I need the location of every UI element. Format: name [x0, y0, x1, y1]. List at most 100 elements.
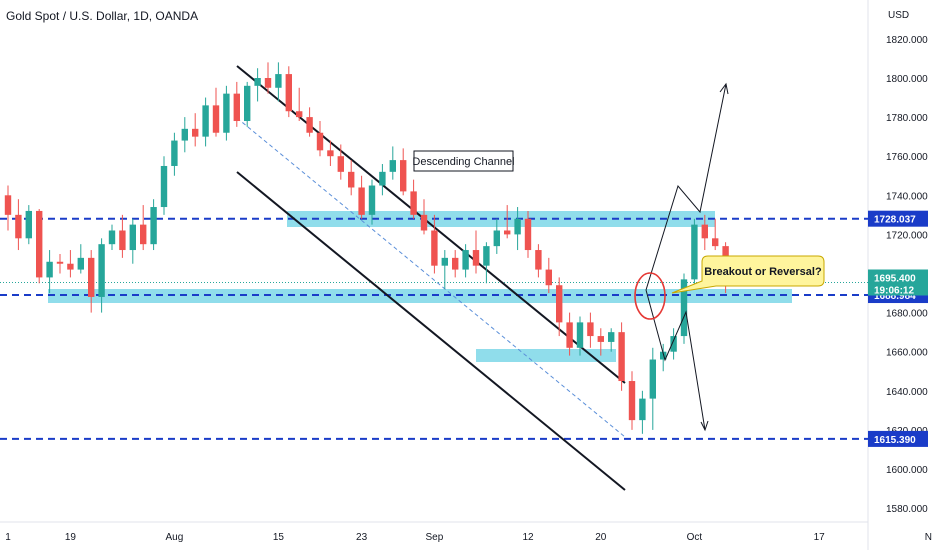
candle[interactable]: [36, 210, 43, 278]
mid-support-zone[interactable]: [476, 349, 616, 362]
candle[interactable]: [535, 250, 542, 270]
bullish-arrow-head: [719, 82, 729, 95]
candle[interactable]: [4, 195, 12, 215]
candle[interactable]: [223, 93, 230, 133]
bearish-projection-path[interactable]: [645, 289, 706, 431]
candle[interactable]: [514, 218, 521, 235]
candle[interactable]: [67, 263, 74, 270]
candle[interactable]: [389, 160, 396, 172]
candle[interactable]: [233, 93, 240, 122]
level-price-tag-text: 1728.037: [874, 215, 916, 226]
y-tick-label: 1820.000: [886, 35, 928, 46]
candle[interactable]: [379, 171, 386, 186]
y-tick-label: 1660.000: [886, 348, 928, 359]
candle[interactable]: [493, 230, 500, 247]
level-price-tag-text: 1688.984: [874, 291, 916, 302]
x-tick-label: Aug: [166, 532, 184, 543]
candle[interactable]: [680, 279, 688, 337]
level-price-tag: [868, 430, 928, 447]
candle[interactable]: [285, 74, 292, 112]
channel-upper-line[interactable]: [236, 65, 626, 384]
candle[interactable]: [25, 210, 32, 239]
candle[interactable]: [566, 322, 573, 348]
candle[interactable]: [98, 244, 105, 297]
candle[interactable]: [119, 230, 126, 251]
candle[interactable]: [15, 214, 22, 239]
candle[interactable]: [171, 140, 178, 166]
candle[interactable]: [462, 250, 469, 270]
candle[interactable]: [46, 261, 53, 278]
callout-bubble[interactable]: [671, 255, 825, 294]
candle[interactable]: [88, 257, 95, 297]
candle[interactable]: [431, 230, 438, 266]
candle[interactable]: [597, 336, 604, 342]
candle[interactable]: [504, 230, 511, 235]
candle[interactable]: [524, 218, 532, 251]
candle[interactable]: [400, 160, 407, 192]
bullish-projection-path[interactable]: [645, 83, 727, 291]
candle[interactable]: [608, 332, 615, 342]
candle[interactable]: [140, 224, 147, 245]
candle[interactable]: [264, 78, 272, 88]
x-tick-label: 17: [814, 532, 826, 543]
candle[interactable]: [181, 128, 188, 141]
channel-label-box[interactable]: [413, 150, 514, 172]
chart-title: Gold Spot / U.S. Dollar, 1D, OANDA: [6, 9, 199, 23]
candle[interactable]: [275, 74, 282, 88]
candle[interactable]: [327, 150, 334, 157]
level-price-tag-text: 1615.390: [874, 435, 916, 446]
candle[interactable]: [368, 185, 376, 215]
candle[interactable]: [192, 128, 199, 137]
candle[interactable]: [701, 224, 708, 239]
candle[interactable]: [472, 250, 480, 266]
candle[interactable]: [587, 322, 594, 337]
candle[interactable]: [108, 230, 116, 245]
candle[interactable]: [639, 398, 646, 421]
y-tick-label: 1780.000: [886, 113, 928, 124]
current-price-tag-text: 1695.400: [874, 273, 916, 284]
candle[interactable]: [649, 359, 656, 399]
resistance-zone[interactable]: [287, 211, 715, 227]
candle[interactable]: [296, 111, 303, 118]
candle[interactable]: [244, 85, 251, 122]
candle[interactable]: [452, 257, 459, 270]
candle[interactable]: [212, 105, 220, 133]
x-tick-label: 20: [595, 532, 607, 543]
candle[interactable]: [618, 332, 625, 382]
current-price-tag: [868, 269, 928, 296]
x-tick-label: Nov: [925, 532, 932, 543]
channel-label-text: Descending Channel: [412, 156, 514, 168]
highlight-circle[interactable]: [634, 272, 666, 320]
candle[interactable]: [556, 285, 563, 323]
candle[interactable]: [660, 351, 667, 360]
candle[interactable]: [691, 224, 698, 280]
candle[interactable]: [129, 224, 136, 251]
candle[interactable]: [316, 132, 324, 151]
y-tick-label: 1680.000: [886, 309, 928, 320]
candle[interactable]: [420, 214, 428, 231]
candle[interactable]: [441, 257, 448, 266]
candle[interactable]: [202, 105, 209, 137]
channel-lower-line[interactable]: [236, 171, 626, 491]
x-tick-label: 19: [65, 532, 77, 543]
candle[interactable]: [306, 117, 313, 133]
candle[interactable]: [628, 381, 636, 421]
candle[interactable]: [545, 269, 552, 286]
candle[interactable]: [337, 156, 344, 172]
candle[interactable]: [56, 261, 64, 264]
y-tick-label: 1640.000: [886, 387, 928, 398]
candle[interactable]: [150, 207, 157, 245]
candle[interactable]: [576, 322, 584, 348]
candle[interactable]: [358, 187, 365, 215]
candle[interactable]: [77, 257, 84, 270]
level-price-tag: [868, 210, 928, 227]
candle[interactable]: [483, 246, 490, 266]
candle[interactable]: [160, 165, 168, 208]
candle[interactable]: [348, 171, 355, 188]
candle[interactable]: [712, 238, 719, 247]
candle[interactable]: [254, 78, 261, 86]
candle[interactable]: [670, 336, 677, 352]
y-tick-label: 1760.000: [886, 152, 928, 163]
candle[interactable]: [410, 191, 417, 215]
